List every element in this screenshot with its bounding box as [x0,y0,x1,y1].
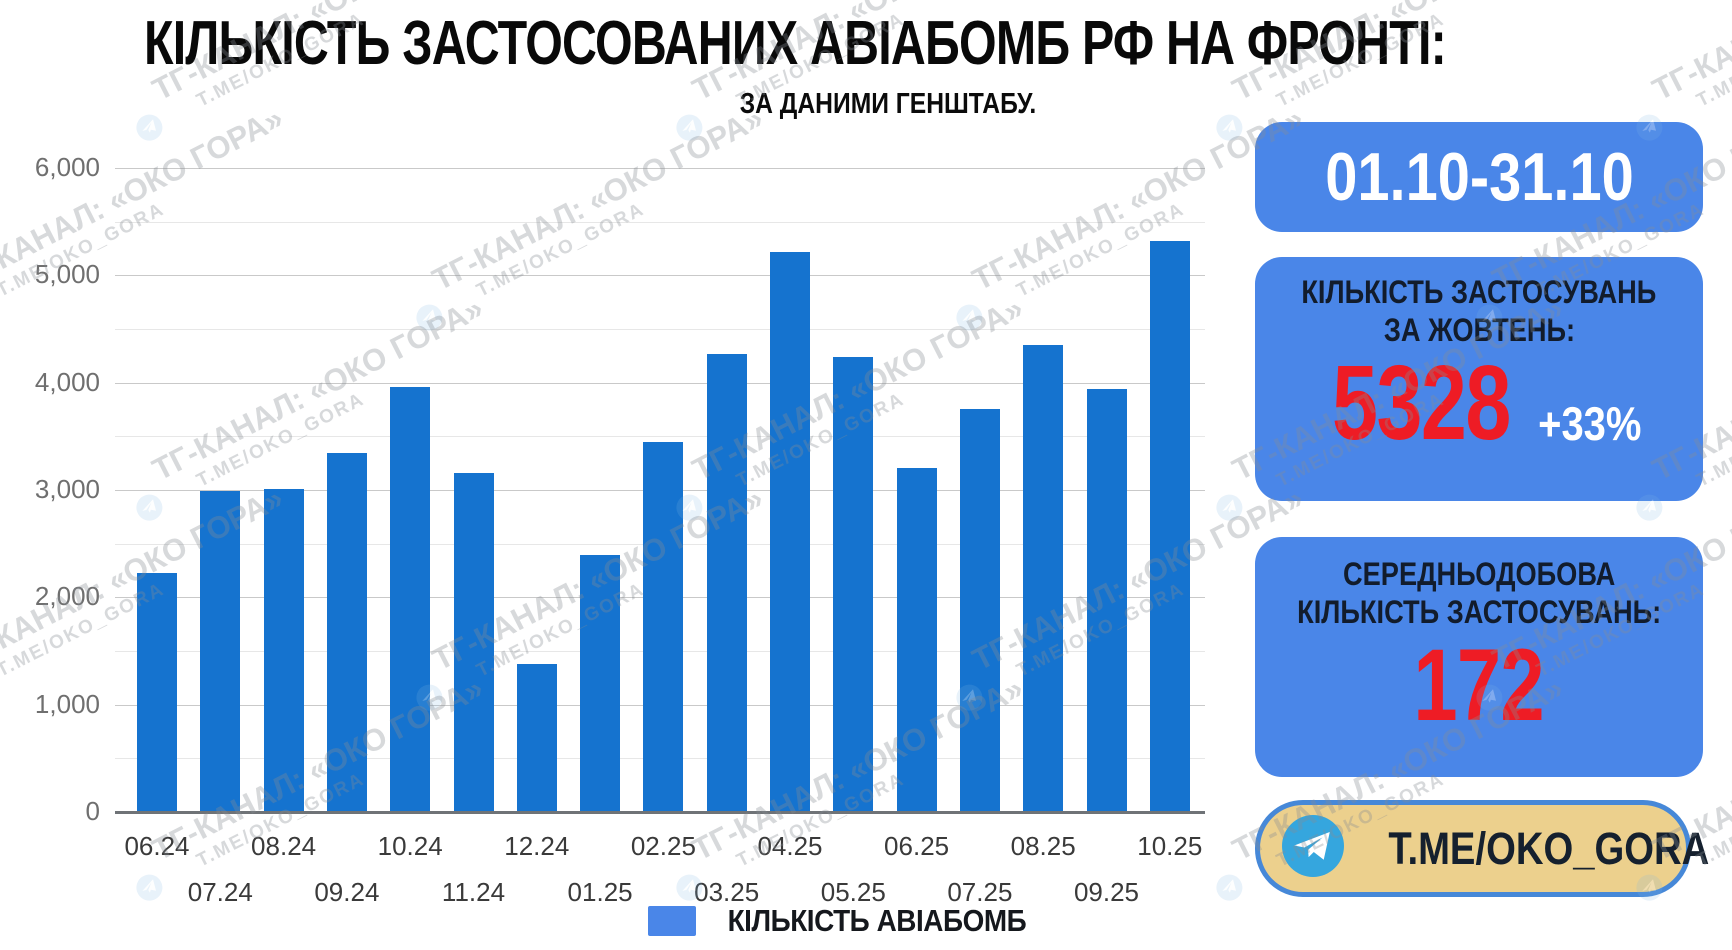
x-tick-04.25: 04.25 [757,831,823,861]
x-tick-01.25: 01.25 [567,877,633,907]
watermark-line1: ТГ-КАНАЛ: «ОКО ГОРА» [1646,290,1732,488]
bar-05.25 [833,357,874,813]
watermark: ТГ-КАНАЛ: «ОКО ГОРА»T.ME/OKO_GORA [1476,480,1732,711]
watermark-line1: ТГ-КАНАЛ: «ОКО ГОРА» [1486,480,1732,678]
october-title-line2: ЗА ЖОВТЕНЬ: [1383,312,1575,348]
x-tick-09.25: 09.25 [1073,877,1140,907]
gridline-4500 [115,329,1205,330]
y-tick-5000: 5,000 [34,259,100,290]
telegram-icon [1282,815,1344,882]
x-axis-labels: 06.24 07.24 08.24 09.24 10.24 11.24 12.24 01.25… [115,813,1205,923]
y-tick-0: 0 [85,796,100,826]
gridline-5000 [115,275,1205,277]
y-tick-1000: 1,000 [34,688,100,719]
gridline-6000 [115,168,1205,169]
x-tick-05.25: 05.25 [820,877,886,907]
date-range-panel: 01.10-31.10 [1255,122,1703,232]
bar-10.24 [390,387,431,813]
watermark: ТГ-КАНАЛ: «ОКО ГОРА»T.ME/OKO_GORA [1636,0,1732,141]
bar-09.24 [326,453,367,813]
bar-02.25 [643,442,684,813]
watermark-line2: T.ME/OKO_GORA [1693,388,1732,492]
y-axis: 0 1,000 2,000 3,000 4,000 5,000 6,000 [0,152,100,826]
y-tick-4000: 4,000 [34,366,100,397]
x-tick-06.24: 06.24 [124,831,190,861]
x-tick-12.24: 12.24 [504,831,570,861]
bar-09.25 [1086,389,1127,813]
date-range: 01.10-31.10 [1324,139,1634,215]
bar-chart: 0 1,000 2,000 3,000 4,000 5,000 6,000 06.24 07.… [0,152,1205,939]
x-tick-07.25: 07.25 [947,877,1013,907]
watermark-line2: T.ME/OKO_GORA [1533,198,1709,302]
x-tick-11.24: 11.24 [441,877,506,907]
x-tick-03.25: 03.25 [694,877,760,907]
y-tick-2000: 2,000 [34,581,100,612]
daily-title-line1: СЕРЕДНЬОДОБОВА [1342,556,1616,592]
legend-label: КІЛЬКІСТЬ АВІАБОМБ [727,903,1027,938]
bar-03.25 [706,354,747,813]
october-delta-badge: +33% [1538,397,1642,450]
october-total-panel: КІЛЬКІСТЬ ЗАСТОСУВАНЬ ЗА ЖОВТЕНЬ: 5328 +… [1255,257,1703,501]
watermark-telegram-icon [1632,490,1669,529]
watermark-line1: ТГ-КАНАЛ: «ОКО ГОРА» [1486,100,1732,298]
bar-07.25 [959,409,1000,813]
daily-average-value: 172 [1413,628,1545,742]
october-total-value: 5328 [1332,344,1511,462]
telegram-handle: T.ME/OKO_GORA [1388,822,1710,874]
x-tick-09.24: 09.24 [314,877,380,907]
october-title-line1: КІЛЬКІСТЬ ЗАСТОСУВАНЬ [1301,274,1657,310]
watermark-line1: ТГ-КАНАЛ: «ОКО ГОРА» [1646,0,1732,108]
bar-08.25 [1023,345,1064,813]
watermark-line2: T.ME/OKO_GORA [1693,8,1732,112]
page-title: КІЛЬКІСТЬ ЗАСТОСОВАНИХ АВІАБОМБ РФ НА ФР… [0,8,1630,79]
telegram-link[interactable]: T.ME/OKO_GORA [1255,800,1709,897]
october-value-row: 5328 +33% [1255,344,1703,462]
bar-07.24 [200,491,241,813]
bar-11.24 [453,473,494,813]
plot-area [115,168,1205,814]
x-tick-07.24: 07.24 [187,877,253,907]
bar-01.25 [580,555,621,813]
watermark-telegram-icon [1472,300,1509,339]
bar-10.25 [1149,241,1190,813]
x-tick-10.25: 10.25 [1137,831,1203,861]
october-panel-title: КІЛЬКІСТЬ ЗАСТОСУВАНЬ ЗА ЖОВТЕНЬ: [1255,273,1703,349]
watermark: ТГ-КАНАЛ: «ОКО ГОРА»T.ME/OKO_GORA [1216,290,1579,521]
watermark: ТГ-КАНАЛ: «ОКО ГОРА»T.ME/OKO_GORA [1476,100,1732,331]
watermark-line2: T.ME/OKO_GORA [1533,578,1709,682]
watermark-telegram-icon [1472,680,1509,719]
bar-04.25 [770,252,810,813]
chart-legend: КІЛЬКІСТЬ АВІАБОМБ [648,903,1043,939]
gridline-5500 [115,221,1205,223]
gridline-4000 [115,382,1205,384]
y-tick-3000: 3,000 [34,474,100,504]
x-tick-08.25: 08.25 [1010,831,1076,861]
bar-06.24 [137,573,177,813]
watermark-line2: T.ME/OKO_GORA [1273,388,1449,492]
legend-swatch [648,906,696,936]
daily-average-panel: СЕРЕДНЬОДОБОВА КІЛЬКІСТЬ ЗАСТОСУВАНЬ: 17… [1255,537,1703,777]
gridline-3500 [115,436,1205,438]
x-tick-10.24: 10.24 [377,831,443,861]
x-axis-line [115,811,1205,814]
y-tick-6000: 6,000 [34,152,100,182]
bar-12.24 [516,664,557,813]
watermark-telegram-icon [1632,110,1669,149]
bar-08.24 [263,489,304,813]
page-subtitle-text: ЗА ДАНИМИ ГЕНШТАБУ. [739,88,1037,120]
x-tick-06.25: 06.25 [884,831,950,861]
x-tick-08.24: 08.24 [251,831,317,861]
watermark: ТГ-КАНАЛ: «ОКО ГОРА»T.ME/OKO_GORA [1636,290,1732,521]
x-tick-02.25: 02.25 [630,831,696,861]
page-title-text: КІЛЬКІСТЬ ЗАСТОСОВАНИХ АВІАБОМБ РФ НА ФР… [144,9,1447,78]
page-subtitle: ЗА ДАНИМИ ГЕНШТАБУ. [714,88,1063,121]
daily-title-line2: КІЛЬКІСТЬ ЗАСТОСУВАНЬ: [1296,594,1662,630]
watermark-line1: ТГ-КАНАЛ: «ОКО ГОРА» [1226,290,1569,488]
bar-06.25 [896,468,937,813]
daily-panel-title: СЕРЕДНЬОДОБОВА КІЛЬКІСТЬ ЗАСТОСУВАНЬ: [1255,555,1703,631]
